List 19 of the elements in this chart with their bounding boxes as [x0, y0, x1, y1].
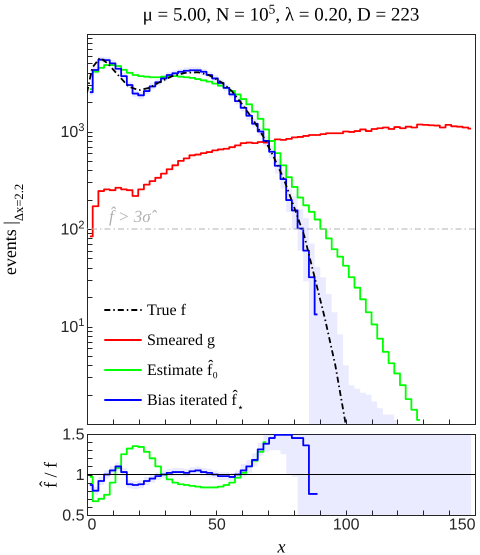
line-series — [87, 56, 347, 424]
y-axis-title: f̂ / f — [38, 462, 60, 488]
y-tick-label: 1.5 — [62, 426, 85, 444]
y-tick-label: 10$^{1}$ — [60, 317, 84, 336]
x-tick-label: 150 — [448, 516, 476, 534]
chart-title: μ = 5.00, N = 10$^{5}$, λ = 0.20, D = 223 — [142, 0, 420, 26]
y-tick-label: 10$^{2}$ — [60, 220, 84, 238]
x-tick-label: 100 — [332, 516, 360, 534]
y-tick-label: 1 — [76, 467, 85, 484]
legend-label: Estimate f̂₀ — [147, 359, 218, 379]
legend-label: Smeared g — [147, 332, 215, 349]
ref-line-label: f̂ > 3σ̂ — [109, 206, 158, 226]
y-tick-label: 0.5 — [62, 508, 85, 524]
legend-label: Bias iterated f̂$_{⋆}$ — [147, 389, 244, 414]
x-tick-label: 50 — [208, 516, 226, 534]
y-tick-label: 10$^{3}$ — [60, 122, 84, 141]
legend-label: True f — [147, 302, 187, 319]
x-tick-label: 0 — [88, 516, 96, 534]
x-axis-title: x — [276, 536, 286, 555]
